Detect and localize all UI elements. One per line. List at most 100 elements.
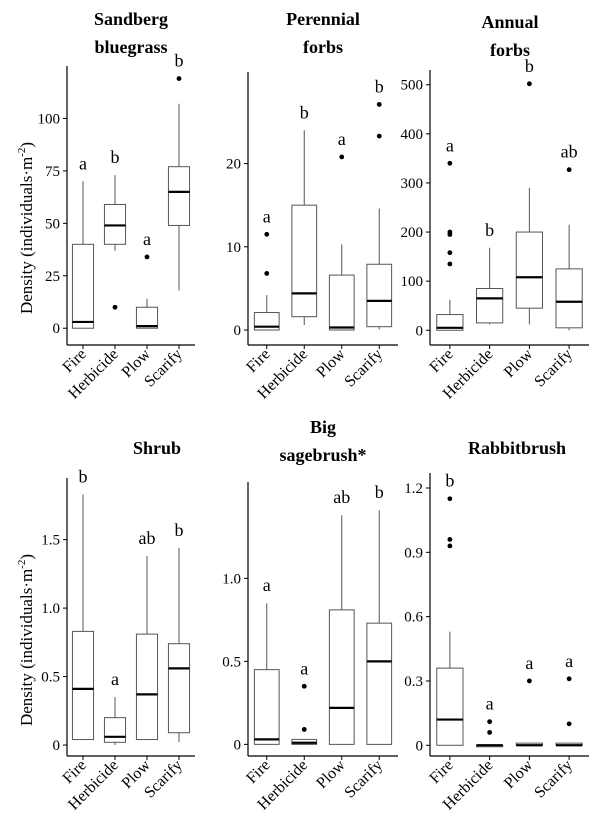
panel-4-box-scarify [167,643,191,734]
panel-3-y-tick-label: 300 [401,176,424,192]
panel-3-title: forbs [490,40,530,60]
panel-2-outlier-fire [264,271,270,276]
panel-4-letter-fire: b [79,466,88,486]
panel-6-outlier-scarify [566,676,572,682]
panel-2-y-tick-label: 20 [226,157,241,173]
y-axis-label-top-close: ) [17,142,36,148]
panel-4-box-fire [71,630,95,741]
panel-5-letter-herbicide: a [300,658,308,678]
panel-2-box-scarify [366,263,393,328]
panel-1-outlier-herbicide [112,304,118,310]
panel-6-x-tick-label-fire: Fire [426,757,456,787]
panel-5-outlier-herbicide [301,683,307,689]
panel-6-letter-scarify: a [565,651,573,671]
panel-2-x-tick-label-fire: Fire [243,346,273,376]
panel-6-outlier-scarify [566,721,572,727]
panel-3-box-scarify [555,268,583,329]
panel-6-y-tick-label: 0.3 [404,674,423,690]
panel-1-letter-scarify: b [175,51,184,71]
panel-4-y-tick-label: 0 [53,738,61,754]
panel-3-outlier-fire [447,229,453,235]
panel-1-y-tick-label: 0 [53,321,61,337]
panel-3-x-tick-label-scarify: Scarify [531,346,576,391]
panel-2-outlier-fire [264,231,270,237]
panel-2-letter-fire: a [263,206,271,226]
panel-1-box-scarify [167,166,191,226]
panel-5-y-tick-label: 0.5 [222,654,241,670]
panel-5-title: sagebrush* [279,445,366,465]
panel-3-box-plow [515,231,543,309]
panel-6-letter-herbicide: a [486,694,494,714]
panel-1-outlier-scarify [176,76,182,81]
panel-6-outlier-fire [447,537,453,542]
y-axis-label-bottom-close: ) [17,554,36,560]
panel-3-outlier-fire [447,261,453,267]
panel-1-y-tick-label: 100 [38,111,61,127]
panel-3-x-tick-label-fire: Fire [426,346,456,376]
panel-1-letter-fire: a [79,153,87,173]
panel-3-y-tick-label: 100 [401,274,424,290]
panel-6-x-tick-label-scarify: Scarify [531,757,576,802]
panel-4-title: Shrub [133,438,181,458]
panel-4-y-tick-label: 1.0 [41,601,60,617]
panel-5-letter-fire: a [263,575,271,595]
panel-3-y-tick-label: 400 [401,127,424,143]
panel-5-letter-plow: ab [333,487,350,507]
panel-3-x-tick-label-plow: Plow [501,345,537,381]
panel-2-y-tick-label: 10 [226,240,241,256]
panel-4-y-tick-label: 1.5 [41,533,60,549]
panel-2-box-plow [328,274,355,331]
panel-6-box-fire [436,667,464,746]
y-axis-label-bottom: Density (individuals·m-2) [16,554,36,726]
panel-5-title: Big [310,417,336,437]
panel-3-outlier-fire [447,250,453,256]
panel-1-y-tick-label: 25 [45,269,60,285]
panel-2-outlier-scarify [376,102,382,107]
panel-6-outlier-fire [447,496,453,502]
panel-3-box-fire [436,314,464,331]
panel-5-box-scarify [366,622,393,745]
y-axis-label-top: Density (individuals·m-2) [16,142,36,314]
panel-5-y-tick-label: 0 [234,737,242,753]
panel-6-outlier-herbicide [487,719,493,725]
panel-3-y-tick-label: 200 [401,225,424,241]
panel-5-box-fire [253,669,280,745]
panel-1-y-tick-label: 75 [45,164,60,180]
panel-1-title: Sandberg [94,9,168,29]
panel-2-outlier-scarify [376,133,382,139]
panel-3-title: Annual [481,12,538,32]
panel-2-y-tick-label: 0 [234,323,242,339]
panel-6-outlier-plow [526,678,532,684]
panel-3-box-herbicide [476,288,504,324]
panel-2-x-tick-label-scarify: Scarify [341,346,386,391]
panel-2-letter-herbicide: b [300,102,309,122]
panel-6-x-tick-label-plow: Plow [501,756,537,792]
panel-3-letter-fire: a [446,135,454,155]
panel-6-y-tick-label: 0.9 [404,545,423,561]
panel-2-title: Perennial [286,9,360,29]
panel-3-y-tick-label: 500 [401,78,424,94]
panel-5-outlier-herbicide [301,727,307,732]
panel-1-letter-plow: a [143,229,151,249]
panel-2-box-herbicide [291,204,318,318]
panel-6-y-tick-label: 1.2 [404,481,423,497]
panel-4-box-plow [135,633,159,741]
panel-1-box-fire [71,243,95,329]
panel-6-outlier-fire [447,543,453,549]
panel-3-letter-plow: b [525,56,534,76]
panel-5-box-plow [328,609,355,745]
panel-2-title: forbs [303,37,343,57]
panel-1-y-tick-label: 50 [45,216,60,232]
panel-1-title: bluegrass [94,37,167,57]
panel-4-letter-scarify: b [175,520,184,540]
panel-3-letter-scarify: ab [561,142,578,162]
panel-3-outlier-plow [526,81,532,87]
panel-2-letter-plow: a [338,129,346,149]
panel-3-letter-herbicide: b [485,220,494,240]
y-axis-label-top-sup: -2 [16,148,28,157]
panel-5-y-tick-label: 1.0 [222,571,241,587]
panel-5-x-tick-label-scarify: Scarify [341,757,386,802]
panel-1-box-plow [135,306,159,329]
panel-5-x-tick-label-fire: Fire [243,757,273,787]
panel-3-outlier-fire [447,160,453,166]
